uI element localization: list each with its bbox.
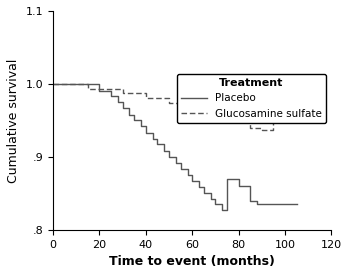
Placebo [178,167,183,171]
Placebo [190,179,194,183]
Placebo [202,192,206,195]
Placebo [155,143,159,146]
Glucosamine sulfate [178,106,183,109]
Legend: Placebo, Glucosamine sulfate: Placebo, Glucosamine sulfate [177,74,326,123]
Glucosamine sulfate [225,111,229,115]
Placebo [248,199,252,202]
Placebo [86,82,90,86]
Placebo [255,202,259,205]
Glucosamine sulfate [295,109,299,112]
Placebo [109,95,113,98]
Placebo [127,113,132,116]
Placebo [260,202,264,205]
Placebo [162,149,166,153]
Glucosamine sulfate [244,119,248,122]
Glucosamine sulfate [86,87,90,91]
Line: Placebo: Placebo [53,84,297,210]
Placebo [151,137,155,140]
Placebo [237,184,241,188]
Placebo [174,161,178,164]
Placebo [139,125,143,128]
Glucosamine sulfate [144,97,148,100]
Placebo [116,100,120,104]
Glucosamine sulfate [51,82,55,86]
Placebo [185,174,190,177]
Placebo [220,208,224,212]
Placebo [213,203,217,206]
Line: Glucosamine sulfate: Glucosamine sulfate [53,84,297,130]
Placebo [132,119,136,122]
Placebo [167,155,171,158]
Placebo [209,197,213,201]
Glucosamine sulfate [237,115,241,118]
Placebo [144,131,148,134]
Placebo [97,90,101,93]
Glucosamine sulfate [272,109,276,112]
Placebo [295,202,299,205]
Glucosamine sulfate [167,101,171,104]
Glucosamine sulfate [120,92,125,95]
Glucosamine sulfate [202,114,206,117]
Glucosamine sulfate [248,126,252,129]
Y-axis label: Cumulative survival: Cumulative survival [7,58,20,183]
Placebo [120,106,125,110]
Glucosamine sulfate [260,128,264,131]
Placebo [197,186,201,189]
Glucosamine sulfate [190,109,194,112]
X-axis label: Time to event (months): Time to event (months) [109,255,275,268]
Placebo [51,82,55,86]
Placebo [225,177,229,180]
